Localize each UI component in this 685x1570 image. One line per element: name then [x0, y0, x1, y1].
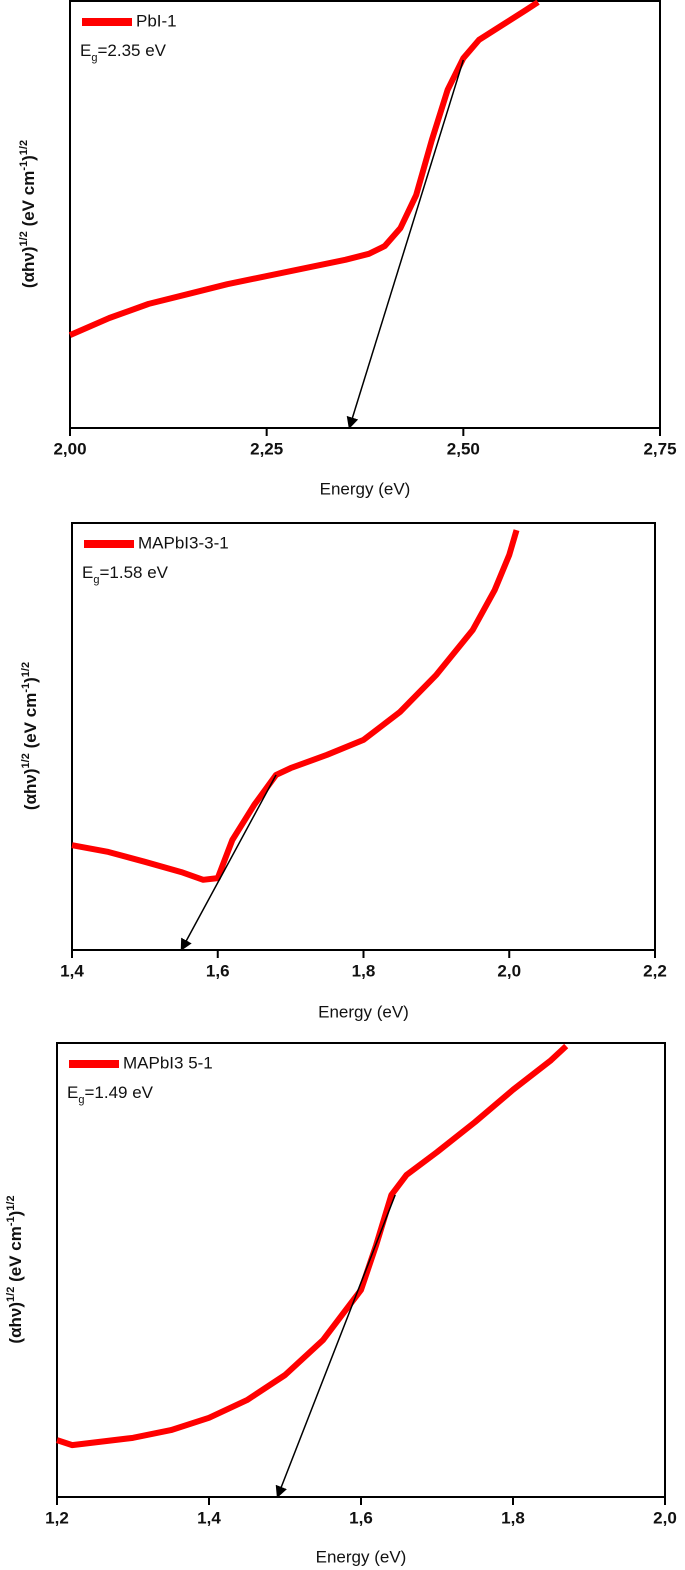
x-tick-label: 1,6: [206, 961, 230, 980]
x-tick-label: 1,8: [352, 961, 376, 980]
y-label-text: (eV cm: [19, 171, 38, 231]
y-axis-label: (αhν)1/2 (eV cm-1)1/2: [5, 1195, 26, 1343]
y-label-text: ): [21, 677, 40, 683]
annotation-text: =1.49 eV: [84, 1083, 153, 1102]
tangent-line: [180, 774, 277, 952]
x-tick-label: 2,75: [643, 439, 676, 458]
legend-label: PbI-1: [136, 11, 177, 30]
y-label-superscript: 1/2: [5, 1287, 17, 1302]
tangent-line: [275, 1194, 396, 1499]
annotation-subscript: g: [91, 52, 97, 64]
x-tick-label: 1,8: [501, 1508, 525, 1527]
y-label-superscript: 1/2: [5, 1195, 17, 1210]
y-label-text: ): [6, 1211, 25, 1217]
data-line: [68, 0, 540, 338]
annotation-symbol: E: [80, 41, 91, 60]
x-tick-label: 2,25: [250, 439, 283, 458]
x-tick-label: 2,0: [497, 961, 521, 980]
plot-frame: [69, 0, 661, 429]
annotation-symbol: E: [67, 1083, 78, 1102]
x-axis-label: Energy (eV): [316, 1547, 407, 1566]
y-label-text: (αhν): [19, 246, 38, 288]
annotation-symbol: E: [82, 563, 93, 582]
legend-label: MAPbI3-3-1: [138, 533, 229, 552]
x-tick-label: 2,00: [53, 439, 86, 458]
y-label-superscript: 1/2: [20, 753, 32, 768]
y-label-text: (αhν): [21, 768, 40, 810]
x-tick-label: 1,2: [45, 1508, 69, 1527]
x-tick-label: 1,6: [349, 1508, 373, 1527]
x-axis-label: Energy (eV): [320, 479, 411, 498]
y-label-text: (αhν): [6, 1302, 25, 1344]
gap-annotation: Eg=1.49 eV: [67, 1083, 154, 1105]
annotation-subscript: g: [78, 1094, 84, 1106]
annotation-text: =2.35 eV: [97, 41, 166, 60]
y-label-superscript: -1: [5, 1216, 17, 1226]
y-axis-label: (αhν)1/2 (eV cm-1)1/2: [18, 140, 39, 288]
y-label-text: ): [19, 155, 38, 161]
y-label-text: (eV cm: [6, 1226, 25, 1286]
x-axis-label: Energy (eV): [318, 1002, 409, 1021]
y-axis-label: (αhν)1/2 (eV cm-1)1/2: [20, 662, 41, 810]
data-line: [71, 529, 520, 883]
x-tick-label: 2,50: [447, 439, 480, 458]
annotation-subscript: g: [93, 574, 99, 586]
annotation-text: =1.58 eV: [99, 563, 168, 582]
y-label-superscript: 1/2: [18, 140, 30, 155]
y-label-superscript: 1/2: [18, 231, 30, 246]
legend-label: MAPbI3 5-1: [123, 1053, 213, 1072]
tangent-line: [346, 59, 465, 430]
x-tick-label: 2,0: [653, 1508, 677, 1527]
gap-annotation: Eg=1.58 eV: [82, 563, 169, 585]
data-line: [56, 1043, 569, 1449]
y-label-superscript: -1: [18, 161, 30, 171]
plot-frame: [56, 1042, 666, 1498]
x-tick-label: 2,2: [643, 961, 667, 980]
y-label-superscript: 1/2: [20, 662, 32, 677]
y-label-superscript: -1: [20, 683, 32, 693]
x-tick-label: 1,4: [60, 961, 84, 980]
x-tick-label: 1,4: [197, 1508, 221, 1527]
y-label-text: (eV cm: [21, 693, 40, 753]
gap-annotation: Eg=2.35 eV: [80, 41, 167, 63]
